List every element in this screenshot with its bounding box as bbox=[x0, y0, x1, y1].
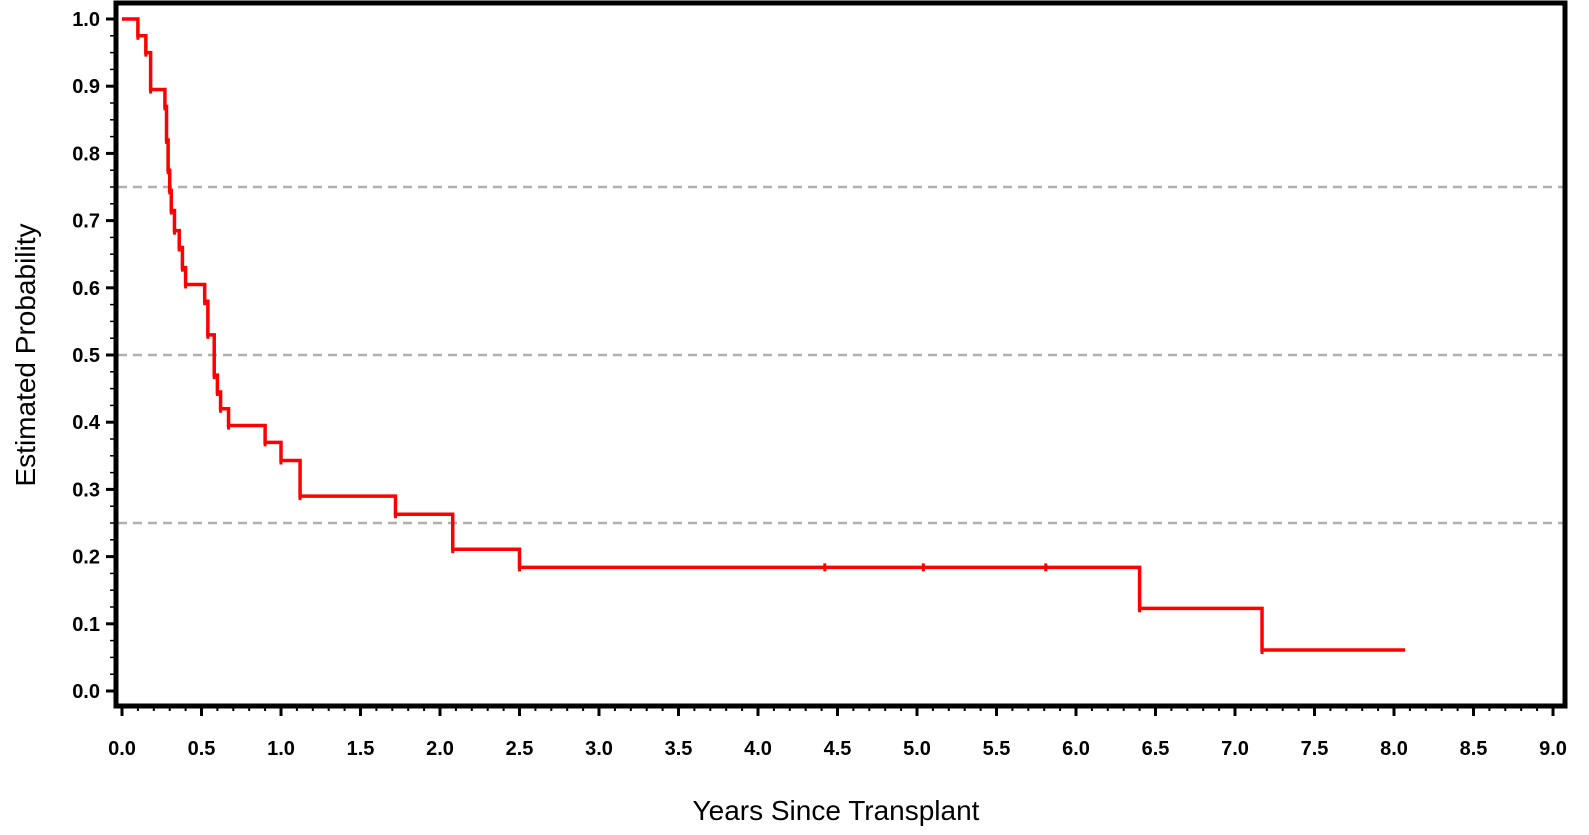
x-tick-label: 0.5 bbox=[188, 738, 216, 760]
x-tick-label: 6.0 bbox=[1062, 738, 1090, 760]
x-tick-label: 6.5 bbox=[1142, 738, 1170, 760]
y-tick-label: 0.9 bbox=[72, 76, 100, 98]
y-tick-label: 0.7 bbox=[72, 211, 100, 233]
x-tick-label: 2.5 bbox=[506, 738, 534, 760]
y-tick-label: 0.8 bbox=[72, 143, 100, 165]
y-tick-label: 0.1 bbox=[72, 614, 100, 636]
x-tick-label: 3.0 bbox=[585, 738, 613, 760]
x-tick-label: 8.5 bbox=[1460, 738, 1488, 760]
y-tick-label: 0.2 bbox=[72, 547, 100, 569]
y-tick-label: 0.4 bbox=[72, 412, 101, 434]
y-axis: 0.0 0.1 0.2 0.3 0.4 0.5 0.6 0.7 0.8 0.9 1.0 bbox=[72, 9, 116, 703]
x-tick-label: 2.0 bbox=[426, 738, 454, 760]
x-tick-label: 5.5 bbox=[983, 738, 1011, 760]
x-tick-label: 5.0 bbox=[903, 738, 931, 760]
y-tick-label: 0.5 bbox=[72, 345, 100, 367]
y-axis-title: Estimated Probability bbox=[10, 223, 41, 486]
y-tick-label: 1.0 bbox=[72, 9, 100, 31]
x-tick-label: 8.0 bbox=[1380, 738, 1408, 760]
x-tick-label: 4.0 bbox=[744, 738, 772, 760]
series-layer bbox=[122, 17, 1406, 655]
x-tick-label: 3.5 bbox=[665, 738, 693, 760]
x-tick-label: 9.0 bbox=[1539, 738, 1567, 760]
x-tick-label: 4.5 bbox=[824, 738, 852, 760]
x-axis-title: Years Since Transplant bbox=[693, 795, 980, 826]
x-axis: 0.0 0.5 1.0 1.5 2.0 2.5 3.0 3.5 4.0 4.5 5.0 5.5 6.0 6… bbox=[108, 706, 1567, 760]
x-tick-label: 7.5 bbox=[1301, 738, 1329, 760]
x-tick-label: 0.0 bbox=[108, 738, 136, 760]
y-tick-label: 0.0 bbox=[72, 681, 100, 703]
x-tick-label: 1.0 bbox=[267, 738, 295, 760]
y-tick-label: 0.6 bbox=[72, 278, 100, 300]
x-tick-label: 1.5 bbox=[347, 738, 375, 760]
y-tick-label: 0.3 bbox=[72, 479, 100, 501]
reference-lines bbox=[118, 185, 1563, 525]
x-tick-label: 7.0 bbox=[1221, 738, 1249, 760]
